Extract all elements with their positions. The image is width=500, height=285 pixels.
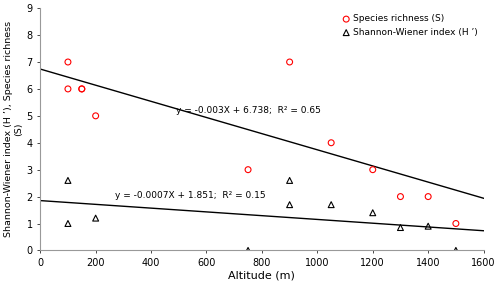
Shannon-Wiener index (H ’): [327, 202, 335, 207]
Species richness (S): [424, 194, 432, 199]
Species richness (S): [368, 167, 376, 172]
Shannon-Wiener index (H ’): [424, 224, 432, 229]
Shannon-Wiener index (H ’): [396, 225, 404, 230]
Species richness (S): [396, 194, 404, 199]
X-axis label: Altitude (m): Altitude (m): [228, 271, 296, 281]
Species richness (S): [244, 167, 252, 172]
Shannon-Wiener index (H ’): [64, 221, 72, 226]
Shannon-Wiener index (H ’): [452, 248, 460, 253]
Text: y = -0.0007X + 1.851;  R² = 0.15: y = -0.0007X + 1.851; R² = 0.15: [115, 191, 266, 200]
Text: y = -0.003X + 6.738;  R² = 0.65: y = -0.003X + 6.738; R² = 0.65: [176, 106, 321, 115]
Legend: Species richness (S), Shannon-Wiener index (H ’): Species richness (S), Shannon-Wiener ind…: [341, 13, 479, 39]
Shannon-Wiener index (H ’): [92, 216, 100, 220]
Shannon-Wiener index (H ’): [244, 248, 252, 253]
Species richness (S): [64, 60, 72, 64]
Species richness (S): [78, 87, 86, 91]
Species richness (S): [286, 60, 294, 64]
Species richness (S): [78, 87, 86, 91]
Shannon-Wiener index (H ’): [286, 202, 294, 207]
Species richness (S): [452, 221, 460, 226]
Species richness (S): [327, 141, 335, 145]
Shannon-Wiener index (H ’): [368, 210, 376, 215]
Y-axis label: Shannon-Wiener index (H ’), Species richness
(S): Shannon-Wiener index (H ’), Species rich…: [4, 21, 24, 237]
Shannon-Wiener index (H ’): [64, 178, 72, 183]
Species richness (S): [92, 113, 100, 118]
Species richness (S): [64, 87, 72, 91]
Shannon-Wiener index (H ’): [286, 178, 294, 183]
